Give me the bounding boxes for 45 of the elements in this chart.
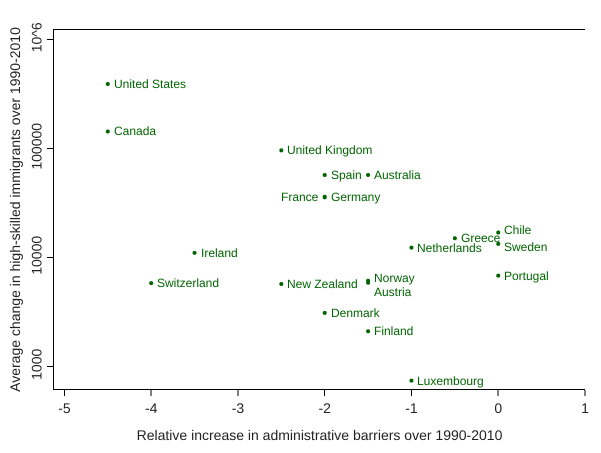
annotation: Austria (374, 285, 412, 299)
x-tick-label: -5 (58, 400, 71, 416)
y-tick-label: 10000 (28, 236, 44, 275)
x-tick-label: -1 (405, 400, 418, 416)
y-tick-label: 100000 (28, 122, 44, 170)
annotation: Switzerland (157, 276, 220, 290)
annotation: Spain (331, 168, 362, 182)
x-tick-label: -3 (232, 400, 244, 416)
annotation: Germany (331, 190, 380, 204)
x-tick-label: -4 (144, 400, 158, 416)
annotation: Luxembourg (417, 374, 484, 388)
annotation: Portugal (504, 269, 549, 283)
point (322, 173, 327, 178)
annotation: Sweden (504, 240, 548, 254)
point (409, 246, 414, 250)
annotation: Australia (374, 168, 422, 182)
annotation: United States (114, 77, 186, 91)
point (192, 250, 197, 255)
point (106, 129, 110, 134)
point (149, 281, 154, 286)
x-tick-label: -2 (318, 400, 332, 416)
point (322, 310, 327, 315)
annotation: Ireland (201, 246, 238, 260)
annotation: Canada (114, 124, 156, 138)
x-tick-label: 0 (494, 400, 502, 416)
point (366, 329, 370, 334)
annotation: Norway (374, 271, 415, 285)
point (452, 236, 457, 240)
annotation: Chile (504, 223, 532, 237)
y-tick-label: 10^6 (28, 22, 44, 52)
annotation: United Kingdom (287, 143, 372, 157)
point (409, 378, 414, 383)
point (279, 282, 284, 286)
y-tick-label: 1000 (28, 348, 44, 380)
annotation: France (281, 190, 319, 204)
point (279, 148, 284, 152)
point (366, 173, 370, 178)
annotation: Finland (374, 324, 414, 338)
point (106, 82, 110, 86)
y-axis-title: Average change in high-skilled immigrants over 1990-2010 (7, 26, 23, 392)
x-tick-label: 1 (581, 400, 590, 416)
annotation: Denmark (331, 306, 381, 320)
annotation: New Zealand (287, 277, 358, 291)
x-axis-title: Relative increase in administrative barriers over 1990-2010 (136, 427, 503, 444)
point (496, 274, 500, 278)
